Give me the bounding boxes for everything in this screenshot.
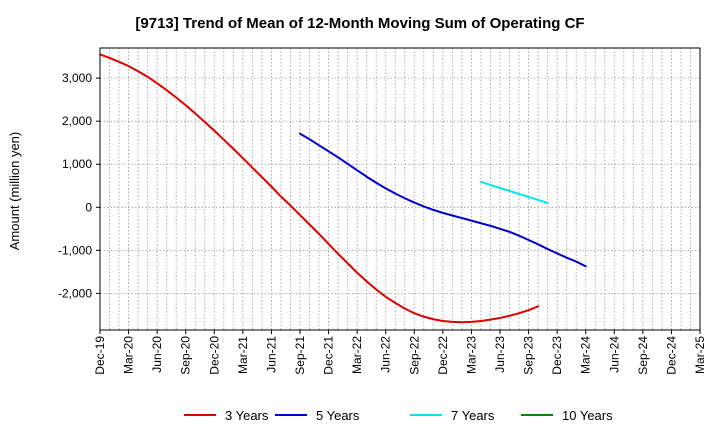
- y-tick-label: -1,000: [58, 243, 92, 257]
- legend-swatch: [410, 414, 442, 416]
- x-tick-label: Dec-22: [436, 336, 450, 375]
- x-tick-label: Mar-23: [464, 336, 478, 374]
- x-tick-label: Dec-24: [664, 336, 678, 375]
- legend-label: 5 Years: [316, 407, 360, 423]
- y-tick-label: 0: [85, 200, 92, 214]
- legend-item-7-years: 7 Years: [410, 404, 494, 426]
- series-lines: [99, 53, 587, 324]
- x-tick-label: Mar-25: [693, 336, 707, 374]
- x-tick-label: Mar-20: [122, 336, 136, 374]
- series-line-3-years: [99, 53, 540, 324]
- x-tick-label: Mar-22: [350, 336, 364, 374]
- x-tick-label: Sep-24: [636, 336, 650, 375]
- x-tick-label: Mar-24: [579, 336, 593, 374]
- x-tick-label: Sep-20: [179, 336, 193, 375]
- series-line-5-years: [299, 132, 587, 268]
- x-tick-label: Mar-21: [236, 336, 250, 374]
- x-tick-label: Jun-22: [379, 336, 393, 373]
- x-tick-label: Dec-19: [93, 336, 107, 375]
- x-tick-label: Jun-23: [493, 336, 507, 373]
- legend-item-5-years: 5 Years: [275, 404, 359, 426]
- legend-swatch: [275, 414, 307, 416]
- x-tick-label: Sep-21: [293, 336, 307, 375]
- y-tick-label: 3,000: [62, 71, 92, 85]
- legend-item-10-years: 10 Years: [521, 404, 613, 426]
- x-tick-label: Jun-21: [264, 336, 278, 373]
- y-tick-label: 2,000: [62, 114, 92, 128]
- y-tick-label: 1,000: [62, 157, 92, 171]
- x-tick-label: Jun-24: [607, 336, 621, 373]
- legend-label: 10 Years: [562, 407, 613, 423]
- series-line-7-years: [479, 180, 549, 204]
- legend-item-3-years: 3 Years: [184, 404, 268, 426]
- plot-area-frame: [99, 47, 701, 331]
- legend-swatch: [184, 414, 216, 416]
- legend-swatch: [521, 414, 553, 416]
- x-tick-label: Dec-23: [550, 336, 564, 375]
- y-tick-label: -2,000: [58, 286, 92, 300]
- x-tick-label: Jun-20: [150, 336, 164, 373]
- chart-title: [9713] Trend of Mean of 12-Month Moving …: [135, 15, 585, 32]
- x-tick-label: Sep-23: [522, 336, 536, 375]
- grid: [100, 48, 700, 330]
- x-axis: Dec-19 Mar-20 Jun-20 Sep-20 Dec-20 Mar-21 Jun-…: [93, 330, 707, 375]
- x-tick-label: Dec-20: [207, 336, 221, 375]
- legend-label: 3 Years: [225, 407, 269, 423]
- x-tick-label: Sep-22: [407, 336, 421, 375]
- x-tick-label: Dec-21: [322, 336, 336, 375]
- legend: 3 Years 5 Years 7 Years 10 Years: [0, 404, 720, 426]
- y-axis-label: Amount (million yen): [7, 132, 22, 251]
- y-axis: 3,000 2,000 1,000 0 -1,000 -2,000: [58, 71, 100, 300]
- legend-label: 7 Years: [451, 407, 495, 423]
